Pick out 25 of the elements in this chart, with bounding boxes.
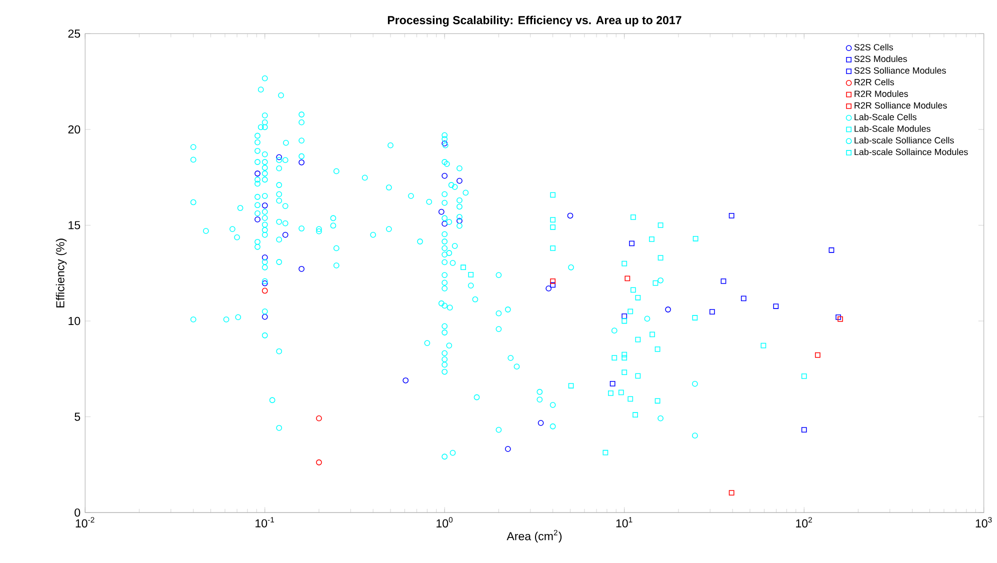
y-tick-label: 15	[68, 221, 80, 230]
x-tick-label: 10$^{0}$	[436, 517, 453, 528]
legend-label: S2S Solliance Modules	[854, 67, 946, 74]
x-tick-label: 10$^{2}$	[796, 517, 812, 528]
x-tick-label: 10$^{-1}$	[256, 517, 274, 528]
legend-label: Lab-Scale Modules	[854, 125, 930, 132]
legend-label: R2R Modules	[854, 90, 908, 98]
y-tick-label: 10	[68, 317, 80, 326]
legend-label: Lab-scale Solliance Cells	[854, 137, 954, 144]
y-tick-label: 0	[74, 508, 80, 517]
legend-label: Lab-Scale Cells	[854, 114, 916, 120]
legend-label: S2S Cells	[854, 44, 894, 51]
legend-label: S2S Modules	[854, 56, 907, 62]
legend-label: R2R Solliance Modules	[854, 102, 947, 109]
y-axis-title: Efficiency (%)	[56, 238, 67, 308]
x-tick-label: 10$^{1}$	[616, 517, 632, 528]
y-tick-label: 5	[74, 412, 80, 422]
legend-label: R2R Cells	[854, 78, 894, 86]
y-tick-label: 25	[68, 30, 80, 38]
chart-title: Processing Scalability: Efficiency vs. Area up to 2017	[388, 16, 682, 27]
y-tick-label: 20	[68, 126, 80, 134]
x-axis-title: Area (cm$^{2}$)	[506, 530, 562, 543]
x-tick-label: 10$^{3}$	[976, 517, 992, 528]
x-tick-label: 10$^{-2}$	[76, 517, 94, 528]
legend-label: Lab-scale Sollaince Modules	[854, 148, 968, 156]
